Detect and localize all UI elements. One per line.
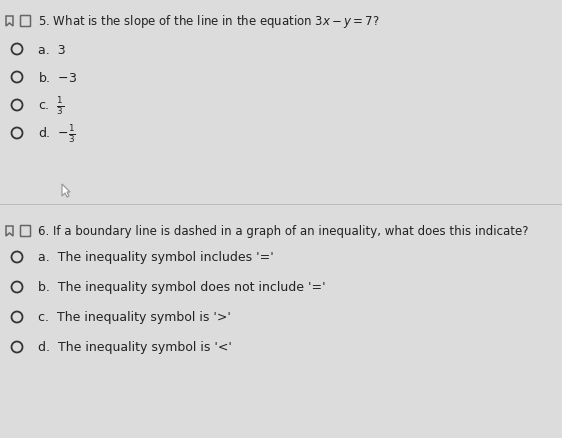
Text: c.  $\frac{1}{3}$: c. $\frac{1}{3}$ [38,95,65,117]
Text: 5. What is the slope of the line in the equation $3x - y = 7$?: 5. What is the slope of the line in the … [38,14,380,30]
Text: d.  The inequality symbol is '<': d. The inequality symbol is '<' [38,341,232,354]
Text: b.  The inequality symbol does not include '=': b. The inequality symbol does not includ… [38,281,325,294]
Text: a.  3: a. 3 [38,43,66,57]
Text: d.  $-\frac{1}{3}$: d. $-\frac{1}{3}$ [38,123,76,145]
Polygon shape [62,184,70,198]
Text: b.  $-3$: b. $-3$ [38,71,77,85]
Text: a.  The inequality symbol includes '=': a. The inequality symbol includes '=' [38,251,274,264]
Text: c.  The inequality symbol is '>': c. The inequality symbol is '>' [38,311,231,324]
Text: 6. If a boundary line is dashed in a graph of an inequality, what does this indi: 6. If a boundary line is dashed in a gra… [38,225,528,238]
